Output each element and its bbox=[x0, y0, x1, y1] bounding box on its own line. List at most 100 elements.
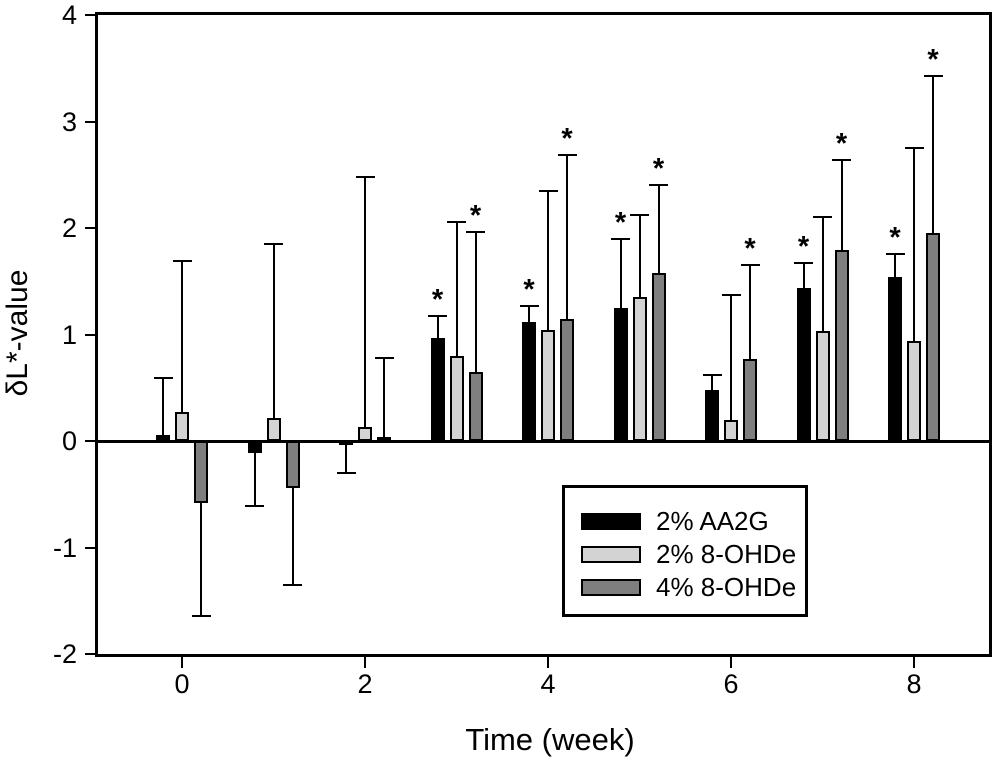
bar bbox=[449, 355, 464, 441]
error-cap bbox=[447, 220, 466, 223]
error-whisker bbox=[932, 75, 934, 234]
error-whisker bbox=[821, 217, 824, 332]
legend-label: 2% 8-OHDe bbox=[656, 539, 797, 569]
error-whisker bbox=[253, 452, 256, 506]
x-axis-tick bbox=[913, 657, 915, 668]
error-cap bbox=[813, 216, 832, 219]
error-cap bbox=[245, 504, 264, 507]
y-tick-label: 2 bbox=[61, 213, 77, 243]
error-cap bbox=[466, 231, 485, 234]
x-tick-label: 8 bbox=[906, 669, 922, 699]
error-cap bbox=[923, 74, 943, 77]
error-whisker bbox=[455, 221, 458, 356]
error-whisker bbox=[162, 378, 164, 435]
bar bbox=[358, 427, 372, 441]
error-cap bbox=[355, 175, 375, 178]
bar bbox=[339, 441, 353, 445]
error-cap bbox=[702, 373, 722, 376]
legend-item: 2% AA2G bbox=[581, 505, 805, 538]
legend-label: 4% 8-OHDe bbox=[656, 572, 797, 602]
error-whisker bbox=[840, 159, 843, 251]
x-tick-label: 4 bbox=[540, 669, 556, 699]
bar bbox=[266, 417, 281, 441]
error-cap bbox=[336, 471, 356, 474]
x-axis-title: Time (week) bbox=[465, 722, 635, 757]
significance-star: * bbox=[744, 233, 756, 266]
significance-star: * bbox=[431, 284, 444, 317]
x-axis-tick bbox=[547, 657, 549, 668]
error-whisker bbox=[619, 238, 622, 308]
significance-star: * bbox=[927, 43, 939, 76]
error-whisker bbox=[802, 263, 805, 288]
bar bbox=[430, 337, 445, 441]
x-tick-label: 2 bbox=[357, 669, 373, 699]
error-cap bbox=[428, 315, 447, 318]
bar bbox=[632, 297, 647, 441]
error-cap bbox=[630, 214, 649, 217]
bar bbox=[194, 441, 208, 503]
error-whisker bbox=[181, 261, 183, 413]
x-axis-tick bbox=[730, 657, 732, 668]
bar bbox=[175, 412, 189, 441]
error-whisker bbox=[749, 265, 751, 359]
legend-rows: 2% AA2G 2% 8-OHDe 4% 8-OHDe bbox=[565, 488, 805, 604]
bar bbox=[743, 358, 757, 441]
error-whisker bbox=[383, 357, 385, 437]
x-tick-label: 0 bbox=[174, 669, 190, 699]
error-cap bbox=[283, 583, 302, 586]
bar bbox=[247, 441, 262, 453]
y-axis-tick bbox=[85, 546, 95, 549]
error-cap bbox=[794, 262, 813, 265]
bar bbox=[705, 389, 719, 441]
zero-line bbox=[98, 439, 989, 443]
error-whisker bbox=[730, 295, 732, 420]
bar bbox=[522, 321, 536, 441]
error-whisker bbox=[528, 305, 530, 322]
error-whisker bbox=[711, 374, 713, 390]
error-whisker bbox=[364, 176, 366, 428]
legend-swatch bbox=[581, 513, 641, 530]
legend-item: 2% 8-OHDe bbox=[581, 538, 805, 571]
error-cap bbox=[649, 184, 668, 187]
error-cap bbox=[832, 158, 851, 161]
bar bbox=[724, 419, 738, 441]
error-whisker bbox=[566, 154, 568, 319]
error-cap bbox=[519, 304, 539, 307]
error-whisker bbox=[436, 316, 439, 338]
y-tick-label: 4 bbox=[61, 0, 77, 30]
error-whisker bbox=[291, 487, 294, 585]
bar bbox=[907, 340, 921, 441]
significance-star: * bbox=[889, 221, 901, 254]
significance-star: * bbox=[469, 200, 482, 233]
legend-swatch bbox=[581, 546, 641, 563]
bar bbox=[613, 307, 628, 441]
y-axis-tick bbox=[85, 120, 95, 123]
legend: 2% AA2G 2% 8-OHDe 4% 8-OHDe bbox=[562, 485, 808, 617]
error-whisker bbox=[913, 148, 915, 341]
significance-star: * bbox=[652, 153, 665, 186]
error-cap bbox=[172, 260, 192, 262]
bar bbox=[926, 233, 940, 441]
error-whisker bbox=[200, 502, 202, 616]
significance-star: * bbox=[561, 122, 573, 155]
legend-swatch bbox=[581, 579, 641, 596]
y-axis-tick bbox=[85, 227, 95, 229]
error-cap bbox=[191, 614, 211, 617]
error-cap bbox=[721, 294, 741, 297]
error-cap bbox=[557, 153, 577, 156]
error-cap bbox=[740, 264, 760, 267]
error-whisker bbox=[345, 444, 347, 473]
error-cap bbox=[904, 147, 924, 150]
error-cap bbox=[611, 237, 630, 240]
bar bbox=[888, 276, 902, 441]
error-cap bbox=[538, 189, 558, 192]
error-whisker bbox=[272, 243, 275, 418]
error-cap bbox=[153, 377, 173, 380]
legend-item: 4% 8-OHDe bbox=[581, 571, 805, 604]
error-whisker bbox=[657, 185, 660, 273]
bar bbox=[468, 371, 483, 441]
bar bbox=[560, 318, 574, 441]
bar bbox=[796, 287, 811, 441]
y-axis-tick bbox=[85, 333, 95, 336]
y-axis-tick bbox=[85, 653, 95, 655]
